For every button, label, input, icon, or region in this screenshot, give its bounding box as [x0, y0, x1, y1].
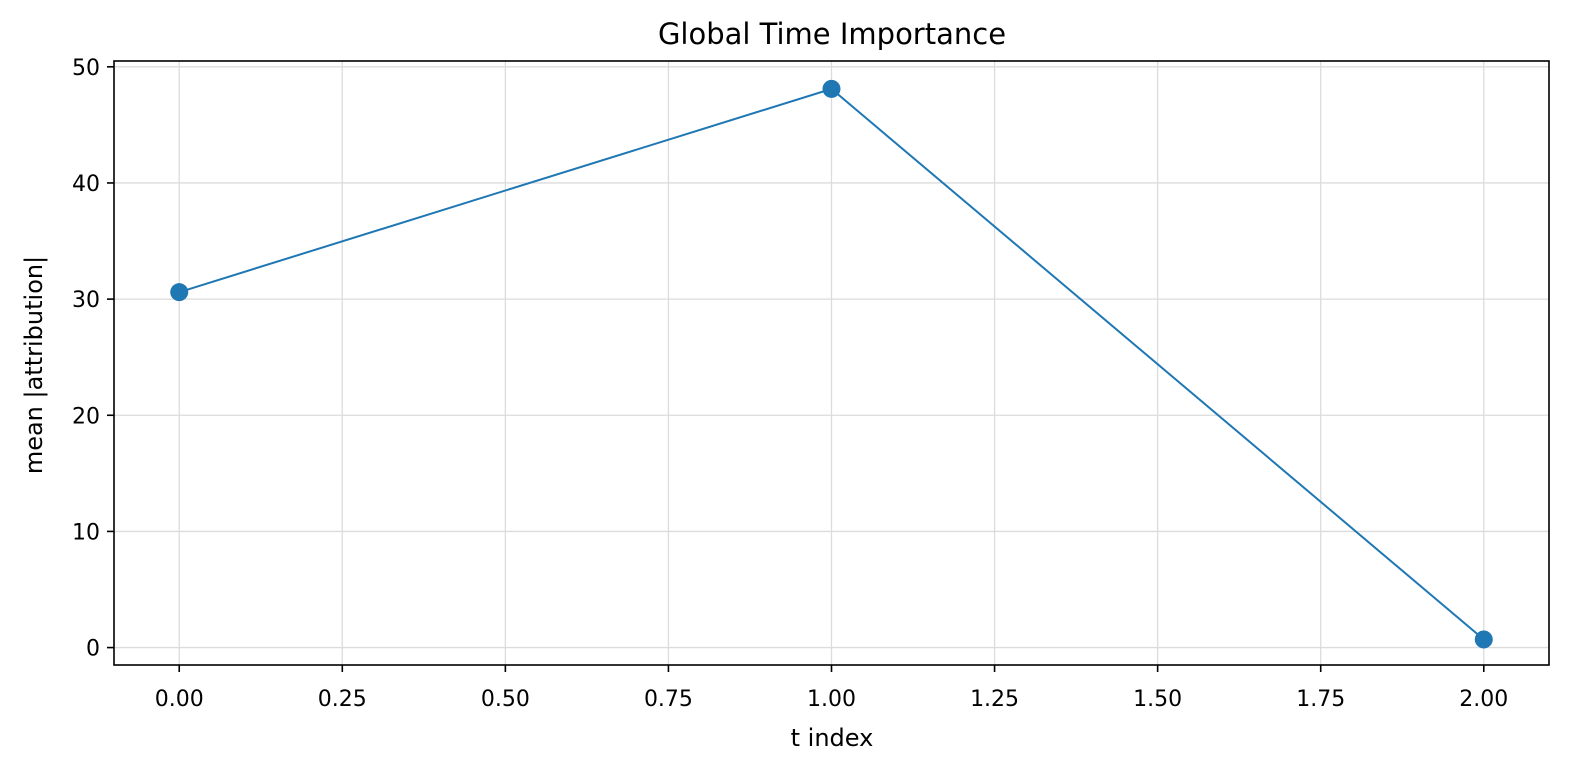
data-point	[1474, 630, 1493, 649]
y-tick-label: 30	[72, 288, 100, 313]
x-tick-label: 1.75	[1296, 687, 1345, 712]
x-tick-label: 1.25	[970, 687, 1019, 712]
grid	[114, 61, 1549, 665]
x-tick-label: 0.25	[318, 687, 367, 712]
x-axis-label: t index	[791, 724, 874, 752]
x-tick-label: 1.50	[1133, 687, 1182, 712]
y-tick-label: 0	[86, 637, 100, 662]
y-axis-label: mean |attribution|	[20, 256, 48, 474]
y-tick-label: 40	[72, 172, 100, 197]
x-tick-label: 1.00	[807, 687, 856, 712]
data-point	[170, 283, 189, 302]
series-layer	[170, 79, 1493, 649]
x-tick-label: 0.75	[644, 687, 693, 712]
data-point	[822, 79, 841, 98]
x-tick-label: 0.00	[155, 687, 204, 712]
x-axis-ticks: 0.00 0.25 0.50 0.75 1.00 1.25 1.50 1.75 2.00	[155, 665, 1508, 712]
chart-title: Global Time Importance	[658, 17, 1006, 51]
y-tick-label: 50	[72, 56, 100, 81]
y-tick-label: 10	[72, 520, 100, 545]
y-axis-ticks: 0 10 20 30 40 50	[72, 56, 114, 662]
y-tick-label: 20	[72, 404, 100, 429]
x-tick-label: 0.50	[481, 687, 530, 712]
x-tick-label: 2.00	[1459, 687, 1508, 712]
